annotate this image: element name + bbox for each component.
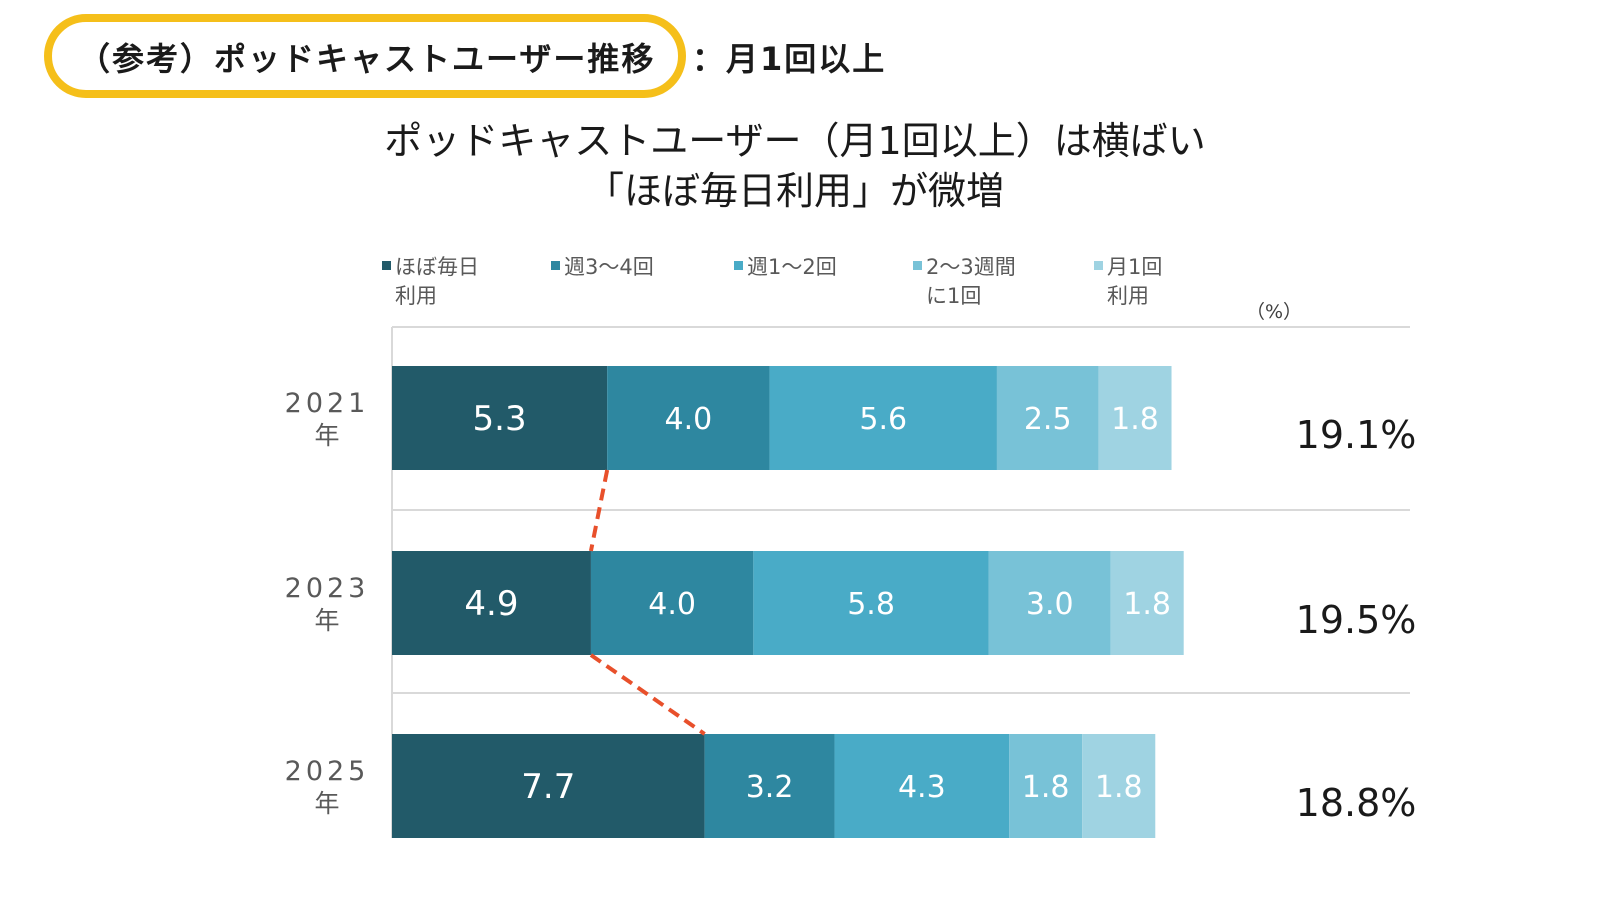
total-label: 18.8% — [1296, 781, 1417, 825]
bar-segment — [590, 551, 754, 655]
bar-segment — [392, 366, 608, 470]
category-year-label: 2025 — [285, 756, 370, 787]
legend-label: に1回 — [926, 284, 981, 308]
legend-label: 2～3週間 — [926, 255, 1016, 279]
legend-label: 利用 — [1107, 284, 1149, 308]
trend-connector — [589, 653, 706, 736]
category-year-suffix: 年 — [314, 789, 339, 818]
chart-title-line-2: 「ほぼ毎日利用」が微増 — [585, 169, 1004, 213]
legend-swatch — [1094, 261, 1103, 270]
bar-segment — [834, 734, 1010, 838]
data-label: 1.8 — [1095, 770, 1143, 805]
unit-label: （%） — [1246, 301, 1302, 323]
category-year-label: 2021 — [285, 388, 370, 419]
legend-label: 月1回 — [1107, 255, 1162, 279]
bar-segment — [392, 734, 705, 838]
bar-segment — [1098, 366, 1172, 470]
legend-label: 週3～4回 — [564, 255, 654, 279]
bar-segment — [1082, 734, 1156, 838]
total-label: 19.1% — [1296, 413, 1417, 457]
category-year-label: 2023 — [285, 573, 370, 604]
bar-segment — [988, 551, 1111, 655]
data-label: 4.9 — [464, 584, 518, 624]
legend-label: 利用 — [395, 284, 437, 308]
bar-segment — [769, 366, 997, 470]
data-label: 1.8 — [1022, 770, 1070, 805]
trend-connector — [588, 469, 610, 552]
data-label: 4.3 — [898, 770, 946, 805]
data-label: 1.8 — [1111, 402, 1159, 437]
data-label: 3.2 — [746, 770, 794, 805]
chart-title-line-1: ポッドキャストユーザー（月1回以上）は横ばい — [384, 119, 1206, 163]
legend-swatch — [382, 261, 391, 270]
header-suffix: ：月1回以上 — [692, 40, 887, 78]
bar-segment — [607, 366, 770, 470]
category-year-suffix: 年 — [314, 606, 339, 635]
legend-label: 週1～2回 — [747, 255, 837, 279]
total-label: 19.5% — [1296, 598, 1417, 642]
header-label: （参考）ポッドキャストユーザー推移 — [78, 40, 656, 78]
bar-segment — [753, 551, 989, 655]
bar-segment — [1110, 551, 1184, 655]
category-year-suffix: 年 — [314, 421, 339, 450]
chart-title: ポッドキャストユーザー（月1回以上）は横ばい 「ほぼ毎日利用」が微増 — [300, 116, 1290, 216]
bar-segment — [996, 366, 1099, 470]
legend-swatch — [734, 261, 743, 270]
bar-segment — [392, 551, 591, 655]
data-label: 4.0 — [648, 587, 696, 622]
data-label: 5.3 — [473, 399, 527, 439]
data-label: 5.8 — [847, 587, 895, 622]
bar-segment — [704, 734, 835, 838]
data-label: 1.8 — [1123, 587, 1171, 622]
header-highlight-frame — [44, 14, 686, 98]
legend-swatch — [551, 261, 560, 270]
legend-swatch — [913, 261, 922, 270]
data-label: 3.0 — [1026, 587, 1074, 622]
bar-segment — [1009, 734, 1083, 838]
data-label: 2.5 — [1024, 402, 1072, 437]
data-label: 4.0 — [665, 402, 713, 437]
legend-label: ほぼ毎日 — [395, 255, 479, 279]
data-label: 5.6 — [859, 402, 907, 437]
data-label: 7.7 — [521, 767, 575, 807]
